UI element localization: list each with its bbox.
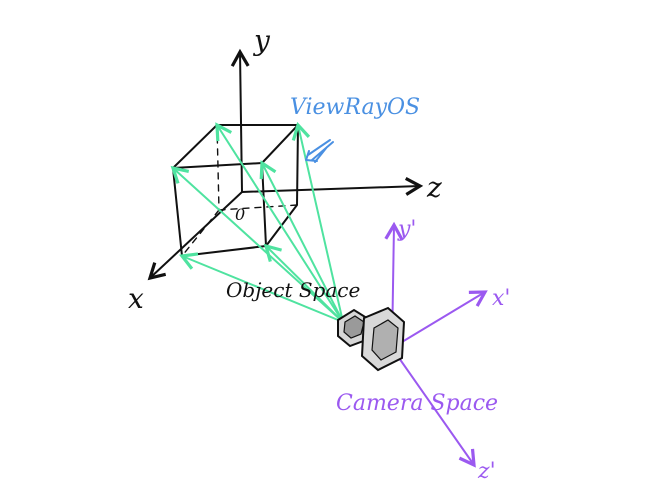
object-z-axis-label: z: [426, 171, 442, 204]
camera-body-shade: [371, 319, 399, 361]
object-y-axis-line: [230, 48, 250, 193]
camera-icon: [337, 306, 406, 372]
view-ray-label: ViewRayOS: [290, 95, 420, 120]
object-x-axis-line: [147, 191, 243, 281]
object-axes: [147, 48, 424, 281]
camera-z-axis-label: z': [477, 459, 496, 484]
origin-label: 0: [235, 205, 245, 224]
object-x-axis-label: x: [128, 282, 144, 315]
object-z-axis-line: [241, 177, 424, 196]
view-ray-3: [259, 160, 344, 323]
view-rays: [170, 121, 344, 323]
camera-lens-inner: [343, 315, 365, 339]
view-ray-4: [179, 252, 344, 323]
camera-axes: [384, 221, 488, 468]
camera-space-label: Camera Space: [336, 391, 498, 416]
view-ray-2: [170, 165, 344, 323]
camera-y-axis-label: y': [397, 217, 416, 242]
cube-top-face: [172, 124, 299, 169]
camera-x-axis-label: x': [492, 286, 510, 311]
camera-x-axis-line: [391, 290, 488, 349]
object-y-axis-label: y: [252, 24, 271, 57]
camera-z-axis-line: [391, 347, 476, 468]
view-ray-6: [263, 243, 344, 323]
view-ray-1: [215, 122, 344, 323]
view-ray-5: [291, 121, 344, 323]
object-space-label: Object Space: [226, 278, 360, 302]
view-ray-pointer-icon: [305, 139, 334, 163]
